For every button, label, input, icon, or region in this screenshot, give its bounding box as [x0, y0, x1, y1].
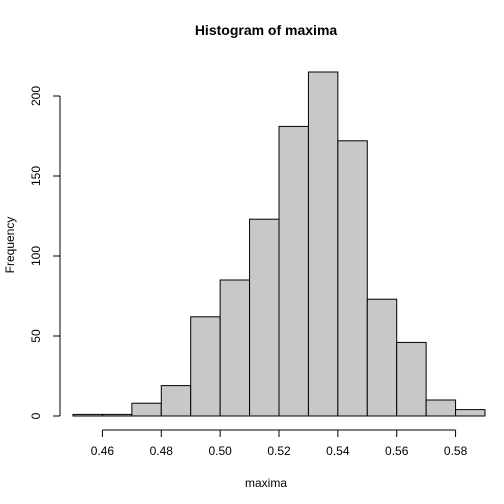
histogram-bar-10 — [337, 140, 368, 417]
x-tick-label-5: 0.54 — [326, 444, 350, 458]
histogram-bar-9 — [307, 71, 339, 417]
x-tick-label-1: 0.46 — [91, 444, 115, 458]
y-tick-label-3: 100 — [29, 246, 43, 266]
y-tick-label-4: 150 — [29, 166, 43, 186]
histogram-bar-4 — [160, 385, 192, 417]
y-tick-label-1: 0 — [29, 412, 43, 419]
y-axis-label: Frequency — [3, 217, 17, 274]
histogram-bar-5 — [190, 316, 221, 417]
x-tick-label-2: 0.48 — [150, 444, 174, 458]
histogram-bars — [72, 71, 486, 417]
y-tick-label-2: 50 — [29, 329, 43, 343]
x-tick-label-7: 0.58 — [444, 444, 468, 458]
histogram-bar-13 — [425, 399, 457, 417]
chart-title: Histogram of maxima — [195, 22, 338, 38]
x-tick-label-6: 0.56 — [385, 444, 409, 458]
x-tick-label-3: 0.50 — [208, 444, 232, 458]
histogram-bar-1 — [72, 413, 103, 417]
histogram-bar-7 — [249, 218, 280, 417]
y-axis: 0 50 100 150 200 — [29, 86, 61, 419]
histogram-bar-3 — [131, 402, 162, 417]
x-axis-label: maxima — [245, 476, 287, 490]
x-tick-label-4: 0.52 — [267, 444, 291, 458]
histogram-bar-2 — [101, 413, 133, 417]
x-axis: 0.46 0.48 0.50 0.52 0.54 0.56 0.58 — [91, 429, 468, 458]
histogram-bar-11 — [366, 298, 398, 417]
histogram-bar-12 — [396, 341, 427, 417]
histogram-bar-6 — [219, 279, 251, 417]
histogram-bar-8 — [278, 125, 309, 417]
histogram-bar-14 — [455, 409, 486, 417]
y-tick-label-5: 200 — [29, 86, 43, 106]
